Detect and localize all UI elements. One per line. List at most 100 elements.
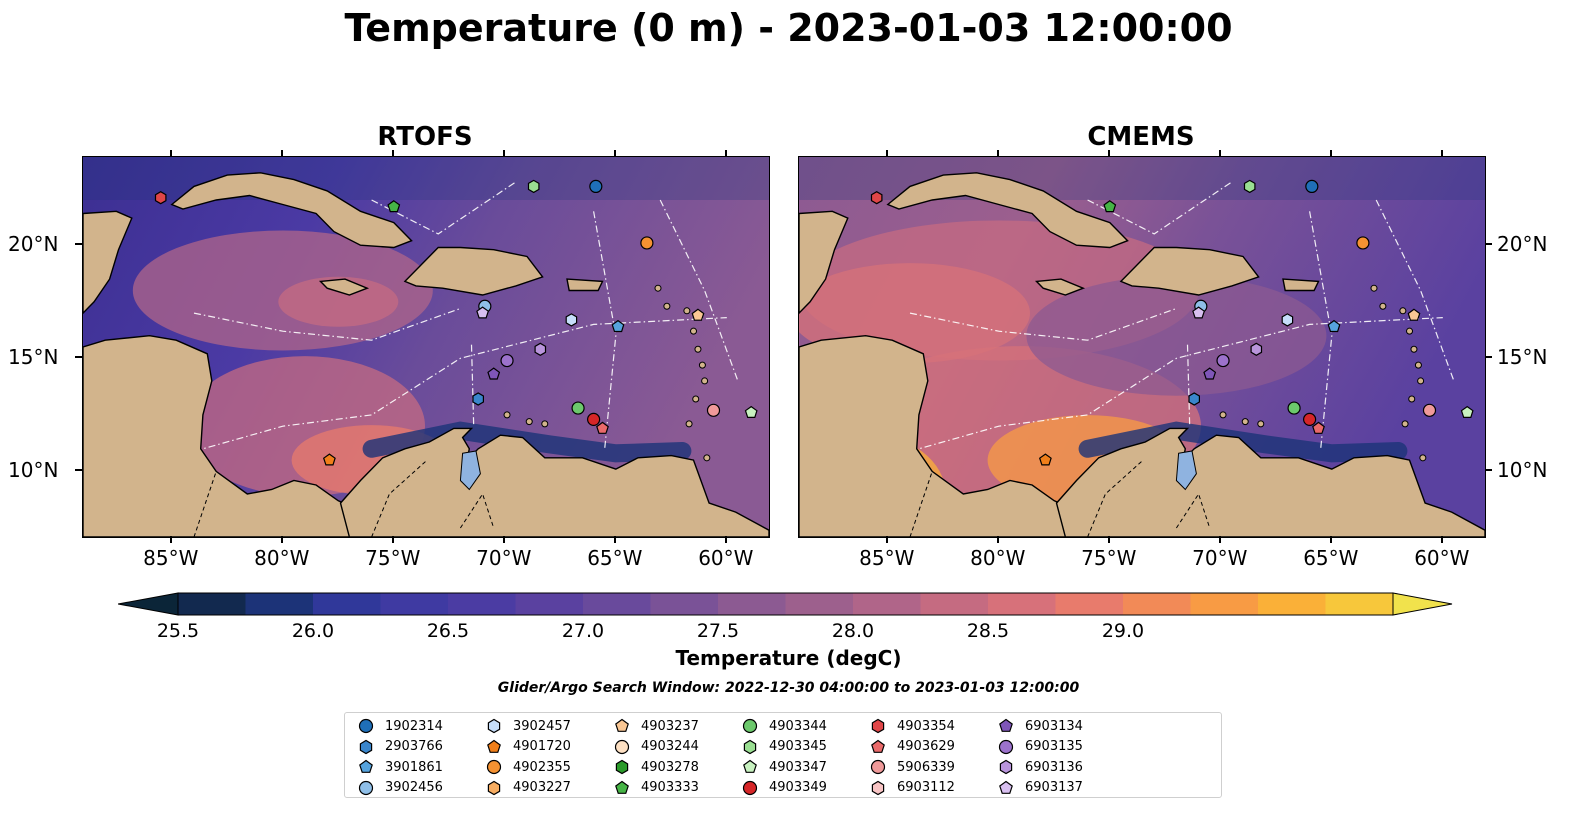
map-panel-cmems — [798, 156, 1486, 538]
colorbar-segment — [920, 593, 989, 615]
legend-label: 6903137 — [1025, 780, 1083, 795]
float-marker-6903134 — [487, 367, 501, 380]
float-marker-6903136 — [534, 342, 547, 356]
map-panel-rtofs — [82, 156, 770, 538]
colorbar-tick-label: 28.0 — [831, 620, 875, 642]
float-marker-4903629 — [596, 421, 609, 434]
hexagon-marker-icon — [615, 759, 629, 775]
pentagon-marker-icon — [487, 739, 501, 753]
colorbar-segment — [785, 593, 854, 615]
colorbar-segment — [380, 593, 449, 615]
legend-item-3902457: 3902457 — [485, 716, 571, 736]
x-tick-label: 65°W — [587, 546, 643, 570]
float-marker-6903136 — [1250, 342, 1263, 356]
float-marker-5906339 — [1422, 403, 1437, 417]
land-south — [339, 427, 769, 537]
colorbar-tick-label: 28.5 — [966, 620, 1010, 642]
pentagon-marker-icon — [743, 759, 757, 773]
colorbar-tick-label: 26.5 — [426, 620, 470, 642]
legend-label: 4903333 — [641, 780, 699, 795]
legend-label: 4903345 — [769, 739, 827, 754]
float-marker-4902355 — [1356, 236, 1370, 250]
hexagon-marker-icon — [871, 780, 885, 795]
float-marker-4903349 — [587, 412, 601, 426]
legend-item-4901720: 4901720 — [485, 737, 571, 757]
y-tick-mark — [75, 356, 82, 359]
hexagon-marker-icon — [871, 718, 885, 734]
pentagon-marker-icon — [615, 780, 629, 794]
pentagon-marker-icon — [999, 718, 1013, 732]
float-marker-3901861 — [1327, 319, 1341, 333]
hexagon-marker-icon — [359, 739, 373, 754]
y-tick-mark — [75, 243, 82, 246]
legend-item-5906339: 5906339 — [869, 757, 955, 777]
float-marker-6903137 — [1192, 306, 1206, 319]
colorbar-segment — [1325, 593, 1394, 615]
legend-label: 3901861 — [385, 759, 443, 775]
colorbar-extend-max — [1392, 592, 1453, 616]
land-pr — [1282, 278, 1320, 292]
legend-item-3902456: 3902456 — [357, 778, 443, 798]
search-window-text: Glider/Argo Search Window: 2022-12-30 04… — [497, 680, 1080, 696]
legend-label: 4902355 — [513, 759, 571, 775]
legend-item-6903135: 6903135 — [997, 737, 1083, 757]
colorbar-segment — [1258, 593, 1326, 615]
colorbar-segment — [1190, 593, 1259, 615]
float-marker-3902457 — [1281, 313, 1294, 327]
float-marker-4903344 — [1287, 401, 1301, 415]
legend-item-6903136: 6903136 — [997, 757, 1083, 777]
colorbar-segment — [313, 593, 381, 615]
colorbar-segment — [1123, 593, 1191, 615]
map-canvas — [83, 157, 769, 537]
figure-title: Temperature (0 m) - 2023-01-03 12:00:00 — [344, 6, 1233, 50]
pentagon-marker-icon — [359, 759, 373, 773]
float-marker-6903135 — [500, 353, 514, 368]
land-yuc — [83, 210, 133, 315]
legend-label: 4901720 — [513, 739, 571, 754]
legend-item-4903629: 4903629 — [869, 737, 955, 757]
colorbar-segment — [853, 593, 921, 615]
x-tick-label: 70°W — [1192, 546, 1248, 570]
float-marker-6903134 — [1203, 367, 1217, 380]
x-tick-label: 60°W — [1414, 546, 1470, 570]
colorbar-segment — [988, 593, 1056, 615]
land-hisp — [1119, 246, 1260, 296]
float-marker-6903135 — [1216, 353, 1230, 368]
land-central — [83, 334, 351, 537]
legend-item-4903227: 4903227 — [485, 778, 571, 798]
x-tick-label: 85°W — [859, 546, 915, 570]
colorbar-extend-min — [117, 592, 179, 616]
y-tick-mark — [75, 469, 82, 472]
y-tick-label: 10°N — [8, 458, 59, 483]
x-tick-label: 60°W — [698, 546, 754, 570]
colorbar-segment — [448, 593, 516, 615]
float-marker-4903237 — [1407, 308, 1421, 321]
x-tick-label: 85°W — [143, 546, 199, 570]
float-marker-2903766 — [1188, 392, 1200, 406]
legend-label: 4903278 — [641, 759, 699, 775]
float-marker-4903237 — [691, 308, 705, 321]
float-marker-4903333 — [1103, 200, 1117, 213]
legend-label: 2903766 — [385, 739, 443, 754]
colorbar-tick-label: 27.5 — [696, 620, 740, 642]
colorbar-segment — [245, 593, 314, 615]
float-marker-3902457 — [565, 313, 578, 327]
x-tick-label: 65°W — [1303, 546, 1359, 570]
land-jam — [318, 278, 370, 296]
circle-marker-icon — [742, 718, 758, 734]
y-tick-label: 15°N — [8, 345, 59, 370]
hexagon-marker-icon — [487, 718, 501, 734]
land-hisp — [403, 246, 544, 296]
colorbar-segment — [583, 593, 651, 615]
colorbar-tick-label: 25.5 — [156, 620, 200, 642]
y-tick-mark — [1485, 469, 1492, 472]
colorbar-segment — [515, 593, 584, 615]
float-marker-2903766 — [472, 392, 484, 406]
land-pr — [566, 278, 604, 292]
legend-item-1902314: 1902314 — [357, 716, 443, 736]
legend-item-3901861: 3901861 — [357, 757, 443, 777]
float-marker-4901720 — [322, 453, 336, 466]
float-marker-4903629 — [1312, 421, 1325, 434]
legend-label: 6903112 — [897, 780, 955, 795]
legend-label: 4903629 — [897, 739, 955, 754]
